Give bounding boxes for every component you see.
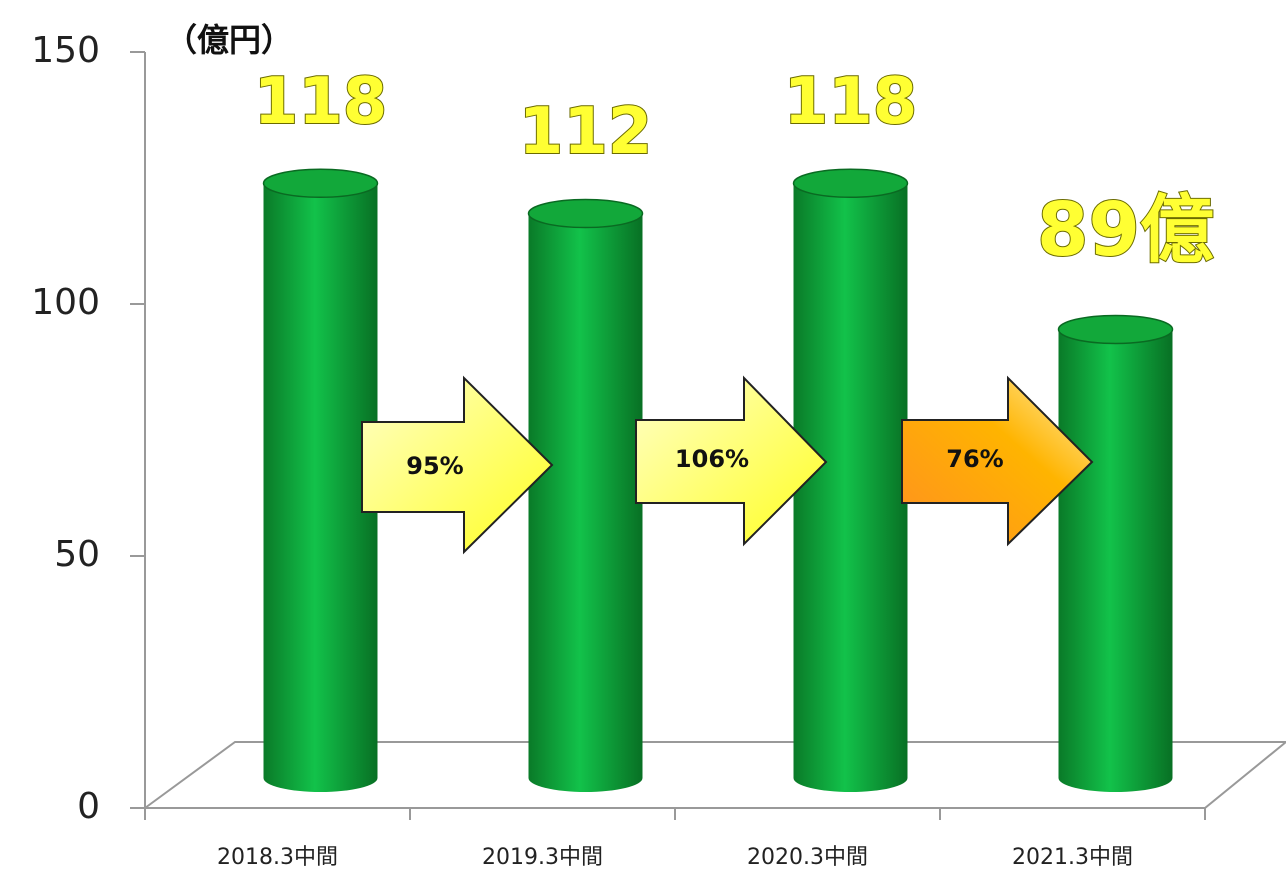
bar-part [262, 168, 379, 199]
y-axis-label: （億円） [165, 21, 293, 59]
bar-part [528, 213, 643, 792]
bar [792, 168, 909, 792]
arrow [901, 375, 1094, 547]
bar [527, 198, 644, 792]
x-tick-label: 2018.3中間 [217, 845, 338, 870]
ratio-label: 95% [406, 452, 463, 480]
ratio-label: 106% [675, 445, 749, 473]
value-label: 118 [784, 65, 918, 139]
y-tick-label: 100 [31, 282, 100, 323]
ratio-label: 76% [946, 445, 1003, 473]
x-tick-label: 2021.3中間 [1012, 845, 1133, 870]
arrows: 95% 106% 76% [361, 375, 1094, 555]
x-tick-label: 2020.3中間 [747, 845, 868, 870]
bar-part [1057, 314, 1174, 345]
y-tick-label: 150 [31, 30, 100, 71]
value-label: 112 [519, 95, 653, 169]
x-tick-label: 2019.3中間 [482, 845, 603, 870]
bar [1057, 314, 1174, 792]
arrow [361, 375, 554, 555]
bar-part [1058, 329, 1173, 792]
arrow [635, 375, 828, 547]
bar-part [793, 183, 908, 792]
y-tick-label: 50 [54, 534, 100, 575]
value-label: 89億 [1037, 187, 1214, 273]
y-tick-label: 0 [77, 786, 100, 827]
bar [262, 168, 379, 792]
bar-part [792, 168, 909, 199]
bar-part [527, 198, 644, 229]
bar-part [263, 183, 378, 792]
floor-back [144, 741, 1286, 809]
value-label: 118 [254, 65, 388, 139]
